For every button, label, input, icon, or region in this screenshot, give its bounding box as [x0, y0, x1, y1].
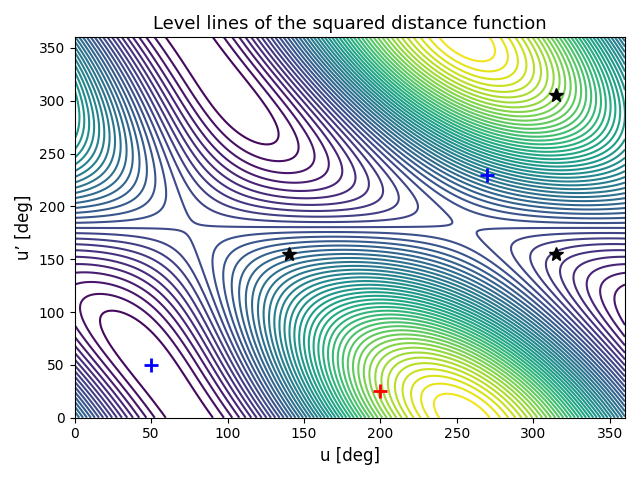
Y-axis label: u’ [deg]: u’ [deg]: [15, 195, 33, 260]
Title: Level lines of the squared distance function: Level lines of the squared distance func…: [153, 15, 547, 33]
X-axis label: u [deg]: u [deg]: [320, 447, 380, 465]
